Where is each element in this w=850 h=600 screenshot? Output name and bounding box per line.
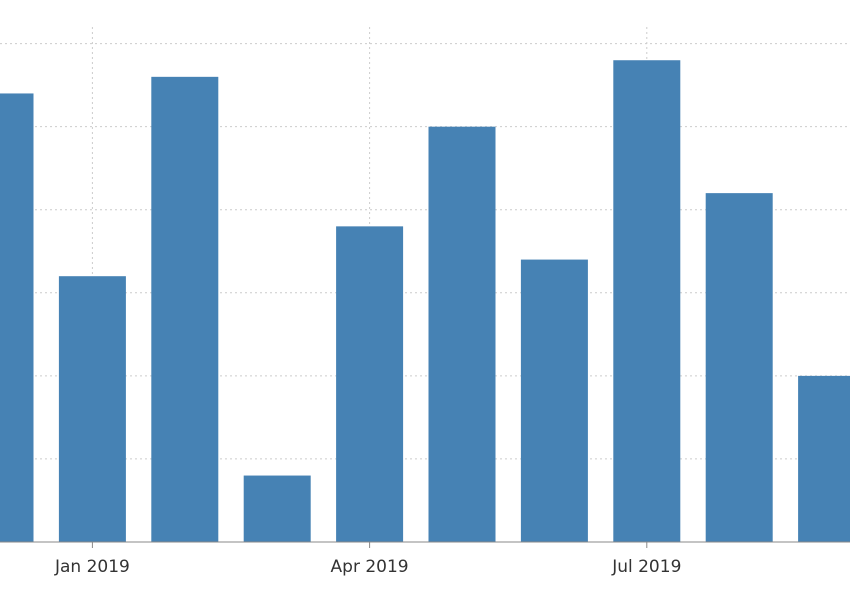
bars xyxy=(0,60,850,543)
bar xyxy=(58,276,126,542)
bar xyxy=(798,375,850,542)
bar xyxy=(613,60,681,543)
bar xyxy=(428,126,496,542)
gridlines xyxy=(0,27,850,542)
bar xyxy=(336,226,404,542)
x-tick-label: Jul 2019 xyxy=(611,557,681,577)
x-tick-label: Apr 2019 xyxy=(331,557,409,577)
bar xyxy=(243,475,311,542)
bar xyxy=(520,259,588,542)
x-axis-ticks: Jan 2019 Apr 2019 Jul 2019 xyxy=(54,542,681,577)
x-tick-label: Jan 2019 xyxy=(54,557,130,577)
bar xyxy=(705,193,773,542)
bar xyxy=(0,93,34,543)
bar xyxy=(151,76,219,542)
